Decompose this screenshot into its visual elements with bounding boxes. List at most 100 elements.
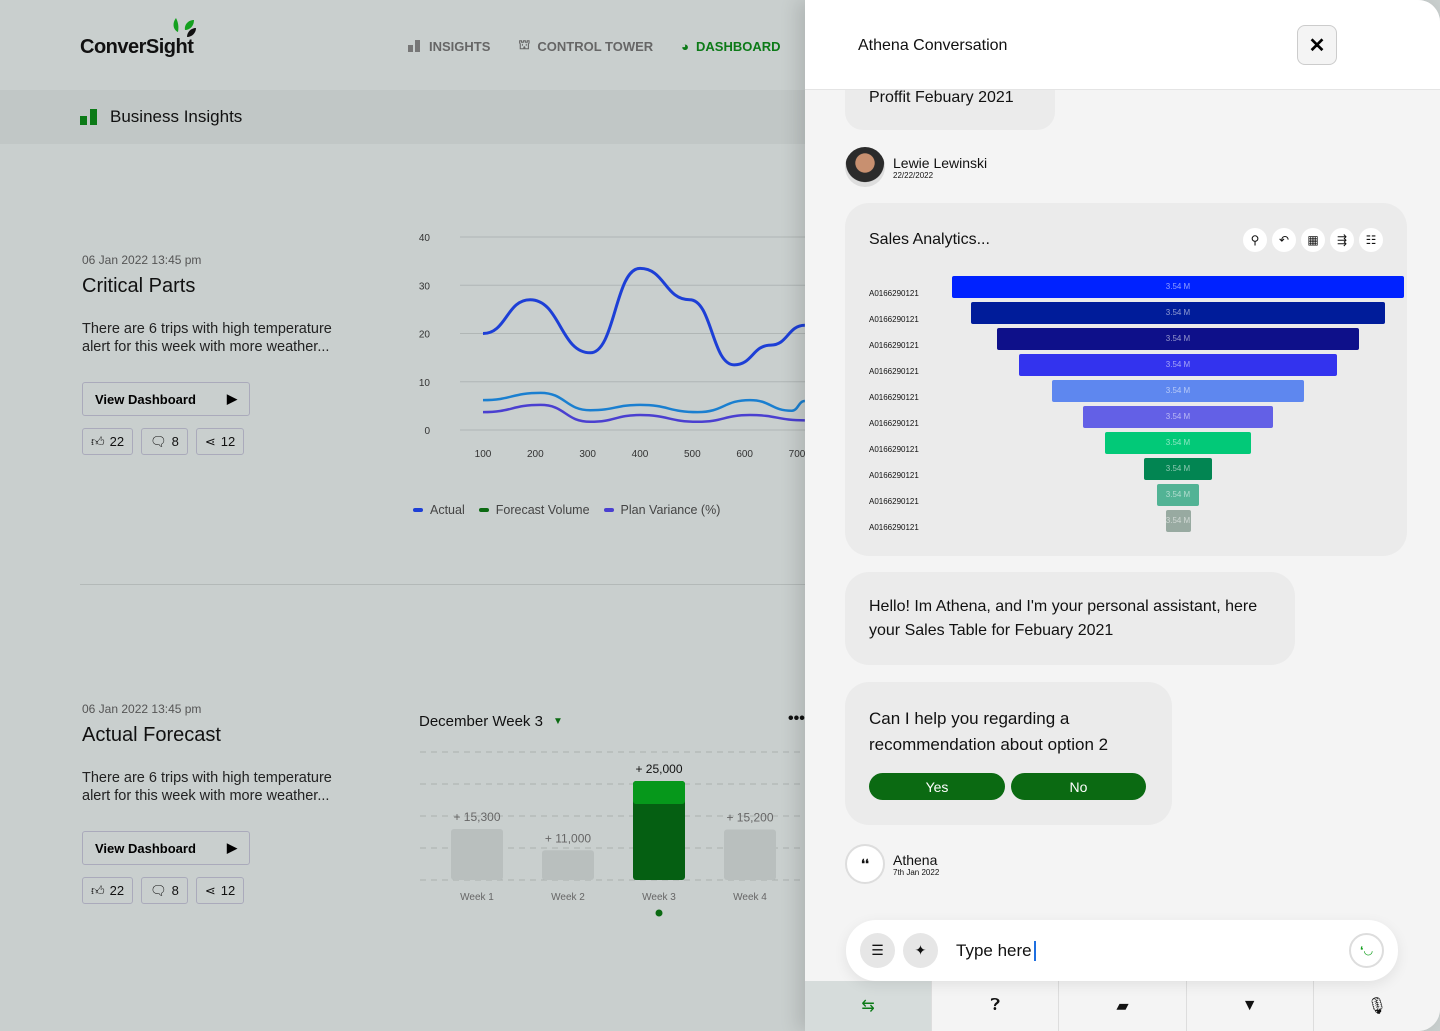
athena-avatar: ❛❛ <box>845 844 885 884</box>
user-pin-icon[interactable]: ⚲ <box>1243 228 1267 252</box>
message-text: Hello! Im Athena, and I'm your personal … <box>869 598 1258 639</box>
funnel-bar[interactable]: 3.54 M <box>1144 458 1212 480</box>
funnel-bar[interactable]: 3.54 M <box>1052 380 1304 402</box>
athena-panel: Athena Conversation ✕ Proffit Febuary 20… <box>805 0 1440 1031</box>
sales-analytics-card: Sales Analytics... ⚲ ↶ ▦ ⇶ ☷ A0166290121… <box>845 203 1407 556</box>
bar-chart: + 15,300 Week 1 + 11,000 Week 2 + 25,000 Week… <box>420 751 805 917</box>
funnel-row: A0166290121 3.54 M <box>869 484 1389 506</box>
bar[interactable] <box>542 850 594 880</box>
funnel-label: A0166290121 <box>869 315 919 324</box>
share-count: 12 <box>220 434 236 449</box>
dashboard-icon: ◕ <box>681 38 690 54</box>
athena-icon[interactable]: ❛◡ <box>1349 933 1384 968</box>
legend-forecast: Forecast Volume <box>478 503 590 517</box>
funnel-bar[interactable]: 3.54 M <box>1105 432 1251 454</box>
forward-icon[interactable]: ⇶ <box>1330 228 1354 252</box>
selected-dot <box>655 909 663 917</box>
like-button[interactable]: 👍︎ 22 <box>82 877 134 904</box>
nav-dashboard[interactable]: ◕ DASHBOARD <box>681 37 780 55</box>
button-label: No <box>1069 778 1088 795</box>
comment-icon: 🗨︎ <box>150 882 167 898</box>
funnel-row: A0166290121 3.54 M <box>869 406 1389 428</box>
funnel-row: A0166290121 3.54 M <box>869 276 1404 298</box>
card-title: Sales Analytics... <box>869 231 990 248</box>
series-line-forecast-volume <box>482 391 805 414</box>
thumbs-up-icon: 👍︎ <box>91 882 105 898</box>
funnel-label: A0166290121 <box>869 289 919 298</box>
legend-plan-variance: Plan Variance (%) <box>603 503 720 517</box>
yes-button[interactable]: Yes <box>869 773 1005 800</box>
view-dashboard-button[interactable]: View Dashboard ▶ <box>82 831 250 865</box>
funnel-bar[interactable]: 3.54 M <box>997 328 1359 350</box>
funnel-bar[interactable]: 3.54 M <box>1019 354 1337 376</box>
series-line-actual <box>482 266 805 367</box>
user-info: Lewie Lewinski 22/22/2022 <box>845 147 987 187</box>
legend-actual: Actual <box>413 503 465 517</box>
microphone-icon[interactable]: 🎙︎ <box>1312 981 1440 1031</box>
x-tick-label: Week 4 <box>733 892 767 903</box>
comment-count: 8 <box>171 434 179 449</box>
feedback-icon[interactable]: ▰ <box>1058 981 1185 1031</box>
bottom-toolbar: ⇆ ❓︎ ▰ ▼ 🎙︎ <box>805 981 1440 1031</box>
funnel-row: A0166290121 3.54 M <box>869 510 1389 532</box>
card-date: 06 Jan 2022 13:45 pm <box>82 702 202 716</box>
play-icon: ▶ <box>227 391 237 406</box>
table-icon[interactable]: ▦ <box>1301 228 1325 252</box>
like-count: 22 <box>109 883 125 898</box>
avatar <box>845 147 885 187</box>
x-tick-label: 100 <box>475 449 492 460</box>
share-button[interactable]: ⋖ 12 <box>195 428 245 455</box>
collapse-icon[interactable]: ✦ <box>903 933 938 968</box>
conversation-tab-icon[interactable]: ⇆ <box>805 981 932 1031</box>
play-icon: ▶ <box>227 840 237 855</box>
bar[interactable] <box>451 829 503 880</box>
y-tick-label: 10 <box>419 378 431 389</box>
bar-value-label: + 15,200 <box>726 811 773 825</box>
funnel-label: A0166290121 <box>869 393 919 402</box>
x-tick-label: Week 2 <box>551 892 585 903</box>
nav-insights[interactable]: INSIGHTS <box>408 37 490 55</box>
message-text: Can I help you regarding a recommendatio… <box>869 709 1109 754</box>
comment-count: 8 <box>171 883 179 898</box>
like-button[interactable]: 👍︎ 22 <box>82 428 134 455</box>
panel-header: Athena Conversation ✕ <box>805 0 1440 90</box>
funnel-bar[interactable]: 3.54 M <box>971 302 1385 324</box>
funnel-bar[interactable]: 3.54 M <box>1083 406 1273 428</box>
bar[interactable] <box>724 829 776 880</box>
bar[interactable] <box>633 781 685 880</box>
view-dashboard-button[interactable]: View Dashboard ▶ <box>82 382 250 416</box>
report-icon[interactable]: ☷ <box>1359 228 1383 252</box>
close-button[interactable]: ✕ <box>1297 25 1337 65</box>
funnel-bar[interactable]: 3.54 M <box>1157 484 1199 506</box>
funnel-row: A0166290121 3.54 M <box>869 328 1389 350</box>
comment-button[interactable]: 🗨︎ 8 <box>141 428 188 455</box>
bar-value-label: + 15,300 <box>453 810 500 824</box>
no-button[interactable]: No <box>1011 773 1146 800</box>
x-tick-label: 600 <box>736 449 753 460</box>
x-tick-label: Week 1 <box>460 892 494 903</box>
week-dropdown[interactable]: December Week 3 ▼ <box>419 713 563 730</box>
funnel-bar[interactable]: 3.54 M <box>1165 510 1191 532</box>
chat-input[interactable]: Type here <box>956 941 1036 961</box>
funnel-row: A0166290121 3.54 M <box>869 380 1389 402</box>
funnel-label: A0166290121 <box>869 445 919 454</box>
filter-icon[interactable]: ▼ <box>1185 981 1313 1031</box>
bar-chart-icon <box>80 109 97 125</box>
more-icon[interactable]: ••• <box>788 710 805 727</box>
nav-label: INSIGHTS <box>429 38 491 54</box>
panel-title: Athena Conversation <box>858 37 1008 54</box>
menu-list-icon[interactable]: ☰ <box>860 933 895 968</box>
funnel-label: A0166290121 <box>869 367 919 376</box>
share-button[interactable]: ⋖ 12 <box>195 877 245 904</box>
user-date: 22/22/2022 <box>893 170 934 180</box>
y-tick-label: 0 <box>424 426 430 437</box>
x-tick-label: Week 3 <box>642 892 676 903</box>
funnel-bar[interactable]: 3.54 M <box>952 276 1404 298</box>
reply-icon[interactable]: ↶ <box>1272 228 1296 252</box>
comment-button[interactable]: 🗨︎ 8 <box>141 877 188 904</box>
help-icon[interactable]: ❓︎ <box>931 981 1058 1031</box>
subheader: Business Insights <box>0 90 805 144</box>
funnel-row: A0166290121 3.54 M <box>869 458 1389 480</box>
nav-control-tower[interactable]: ⛫ CONTROL TOWER <box>518 37 653 55</box>
caret-down-icon: ▼ <box>552 716 563 727</box>
